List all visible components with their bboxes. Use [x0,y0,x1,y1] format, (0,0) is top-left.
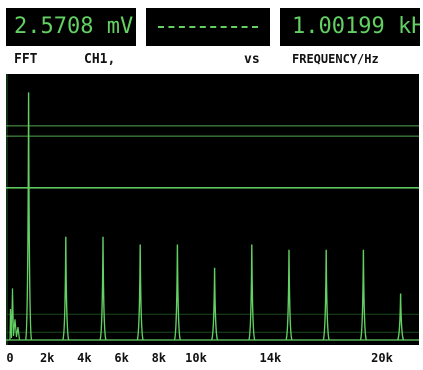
x-quantity-label: FREQUENCY/Hz [292,52,379,66]
frequency-readout: 1.00199 kHz [280,8,420,46]
x-tick-label-1: 2k [39,351,55,365]
x-tick-label-7: 20k [371,351,393,365]
peak-0 [24,92,33,341]
x-tick-label-2: 4k [77,351,92,365]
x-tick-label-0: 0 [6,351,14,365]
channel-label: CH1, [84,52,116,67]
peak-6 [248,244,256,341]
x-tick-label-3: 6k [114,351,129,365]
dc-noise [9,288,21,341]
peak-2 [99,236,107,341]
peak-4 [173,244,182,341]
peak-9 [359,249,368,341]
peak-1 [62,236,70,341]
amplitude-readout: 2.5708 mV [6,8,136,46]
fft-plot [6,74,419,345]
mode-label: FFT [14,52,38,67]
peak-7 [285,249,293,341]
vs-label: vs [244,52,260,67]
x-tick-label-6: 14k [259,351,282,365]
amplitude-value: 2.5708 mV [14,14,134,39]
peak-5 [210,267,219,341]
dashed-indicator [158,26,258,28]
peak-3 [136,244,144,341]
x-tick-label-5: 10k [185,351,207,365]
center-readout [146,8,270,46]
x-tick-label-4: 8k [151,351,167,365]
peak-8 [322,249,330,341]
frequency-value: 1.00199 kHz [292,14,420,39]
peak-10 [396,293,405,341]
fft-plot-svg [6,74,419,345]
